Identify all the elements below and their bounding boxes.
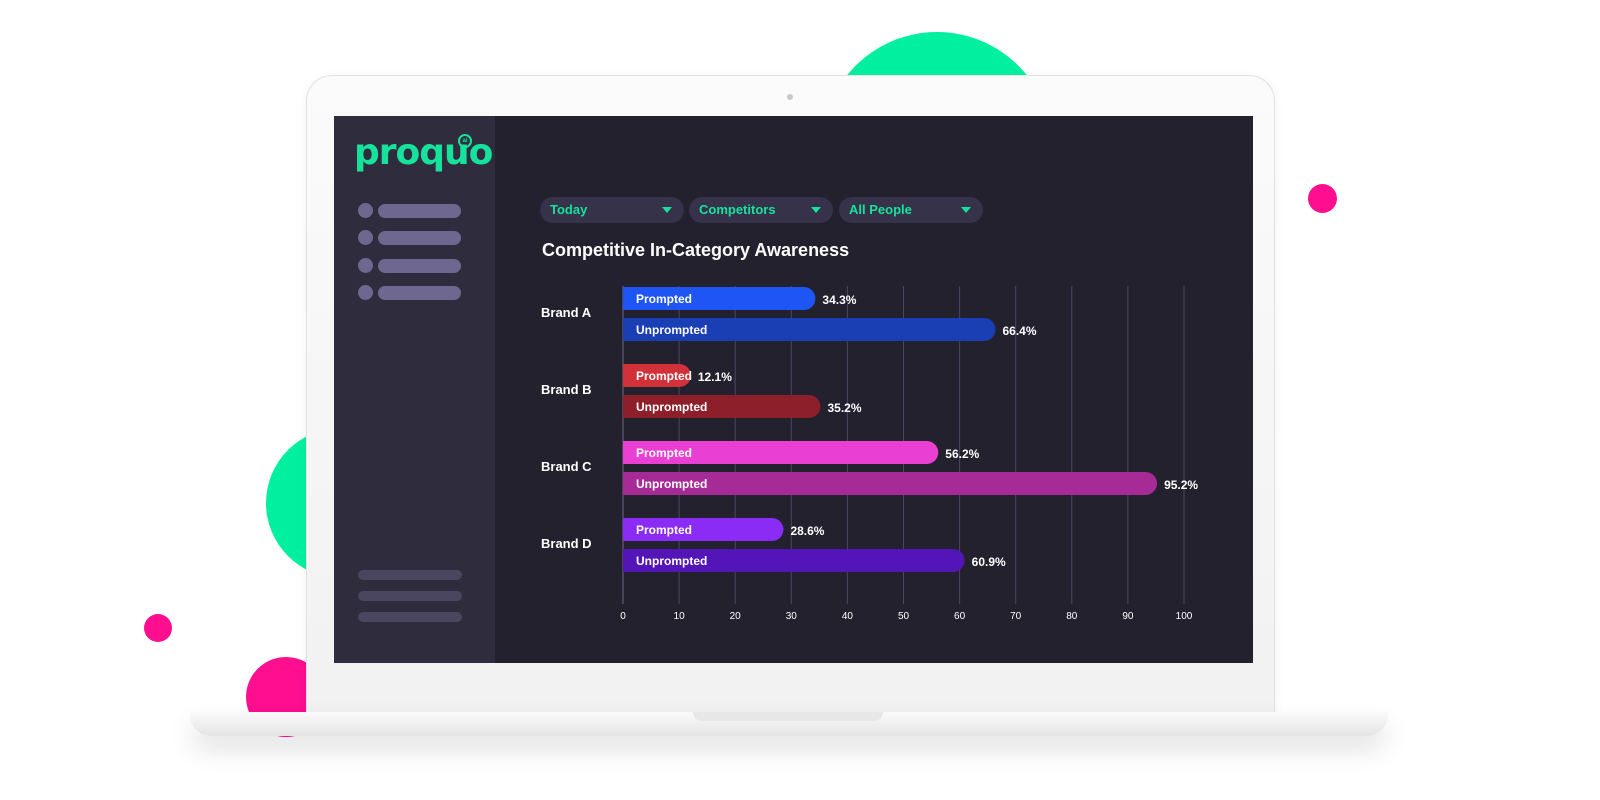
x-tick-label: 0 <box>620 611 626 622</box>
data-label: 35.2% <box>827 401 861 415</box>
x-tick-label: 70 <box>1010 611 1022 622</box>
nav-dot-icon <box>358 230 373 245</box>
bar <box>623 364 691 387</box>
camera-icon <box>787 94 793 100</box>
bar <box>623 518 784 541</box>
logo-badge: ai <box>458 134 472 148</box>
filter-audience-label: All People <box>849 202 912 217</box>
sidebar-footer-item-2[interactable] <box>358 591 462 601</box>
bar-series-label: Unprompted <box>636 323 707 337</box>
decor-pink-dot-left <box>144 614 172 642</box>
decor-pink-dot-right <box>1308 184 1337 213</box>
category-label: Brand C <box>541 459 592 474</box>
nav-placeholder-bar <box>378 231 461 245</box>
filter-audience-dropdown[interactable]: All People <box>839 197 983 223</box>
app-screen: proquo ai Today Competitors All People <box>334 116 1253 663</box>
chevron-down-icon <box>961 207 971 213</box>
x-tick-label: 80 <box>1066 611 1078 622</box>
bar-series-label: Prompted <box>636 523 692 537</box>
x-tick-label: 10 <box>674 611 686 622</box>
data-label: 66.4% <box>1003 324 1037 338</box>
bar <box>623 441 939 464</box>
bar-series-label: Unprompted <box>636 400 707 414</box>
awareness-bar-chart: 0 10 20 30 40 50 60 70 80 90 100 Brand A Prompted 34.… <box>541 286 1198 622</box>
chart-title: Competitive In-Category Awareness <box>542 240 850 260</box>
chevron-down-icon <box>811 207 821 213</box>
bar <box>623 472 1158 495</box>
category-label: Brand D <box>541 536 592 551</box>
category-label: Brand B <box>541 382 592 397</box>
x-tick-label: 50 <box>898 611 910 622</box>
bar-series-label: Unprompted <box>636 477 707 491</box>
x-tick-label: 30 <box>786 611 798 622</box>
x-tick-label: 100 <box>1176 611 1193 622</box>
filter-segment-dropdown[interactable]: Competitors <box>689 197 833 223</box>
x-tick-label: 60 <box>954 611 966 622</box>
bar-series-label: Prompted <box>636 446 692 460</box>
bar-series-label: Unprompted <box>636 554 707 568</box>
bar-series-label: Prompted <box>636 369 692 383</box>
data-label: 60.9% <box>972 555 1006 569</box>
data-label: 95.2% <box>1164 478 1198 492</box>
bar <box>623 395 821 418</box>
laptop-base-notch <box>693 712 883 721</box>
sidebar-footer-item-3[interactable] <box>358 612 462 622</box>
data-label: 12.1% <box>698 370 732 384</box>
bar <box>623 549 965 572</box>
nav-placeholder-bar <box>378 259 461 273</box>
x-tick-label: 40 <box>842 611 854 622</box>
bar-series-label: Prompted <box>636 292 692 306</box>
data-label: 34.3% <box>822 293 856 307</box>
sidebar: proquo ai <box>334 116 495 663</box>
data-label: 28.6% <box>790 524 824 538</box>
data-label: 56.2% <box>945 447 979 461</box>
chevron-down-icon <box>662 207 672 213</box>
nav-dot-icon <box>358 285 373 300</box>
filter-segment-label: Competitors <box>699 202 776 217</box>
category-label: Brand A <box>541 305 592 320</box>
x-tick-label: 90 <box>1122 611 1134 622</box>
sidebar-footer-item-1[interactable] <box>358 570 462 580</box>
bar <box>623 287 816 310</box>
nav-dot-icon <box>358 203 373 218</box>
nav-placeholder-bar <box>378 204 461 218</box>
x-tick-label: 20 <box>730 611 742 622</box>
bar <box>623 318 996 341</box>
nav-dot-icon <box>358 258 373 273</box>
nav-placeholder-bar <box>378 286 461 300</box>
filter-date-label: Today <box>550 202 588 217</box>
filter-date-dropdown[interactable]: Today <box>540 197 684 223</box>
